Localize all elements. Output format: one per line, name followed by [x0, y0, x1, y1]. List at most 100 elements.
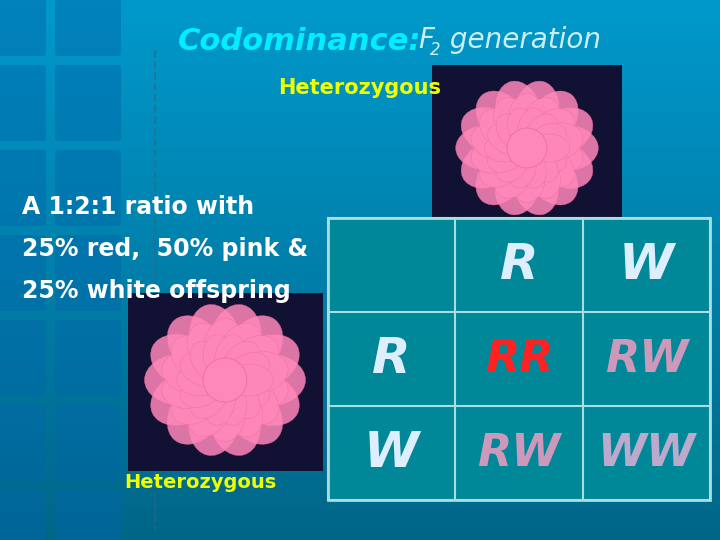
Ellipse shape — [215, 335, 247, 380]
Ellipse shape — [485, 134, 525, 162]
Ellipse shape — [227, 364, 274, 396]
Ellipse shape — [228, 354, 305, 406]
Ellipse shape — [528, 141, 567, 172]
Bar — [328, 218, 710, 500]
Text: Heterozygous: Heterozygous — [279, 78, 441, 98]
Ellipse shape — [526, 109, 575, 153]
Ellipse shape — [167, 376, 230, 444]
Text: F: F — [418, 26, 434, 54]
Ellipse shape — [524, 114, 558, 150]
Ellipse shape — [190, 377, 228, 418]
Ellipse shape — [471, 123, 525, 161]
Ellipse shape — [220, 376, 283, 444]
Ellipse shape — [508, 148, 546, 202]
Ellipse shape — [494, 147, 535, 198]
Text: 25% red,  50% pink &: 25% red, 50% pink & — [22, 237, 308, 261]
Ellipse shape — [203, 380, 235, 426]
Ellipse shape — [487, 141, 526, 172]
Ellipse shape — [203, 335, 235, 380]
Ellipse shape — [220, 316, 283, 384]
FancyBboxPatch shape — [55, 490, 121, 540]
Ellipse shape — [162, 352, 222, 395]
Ellipse shape — [181, 353, 224, 387]
Ellipse shape — [508, 148, 536, 188]
Ellipse shape — [476, 91, 532, 152]
Ellipse shape — [508, 108, 536, 148]
Ellipse shape — [222, 341, 260, 382]
Ellipse shape — [207, 305, 261, 381]
Ellipse shape — [150, 368, 224, 426]
FancyBboxPatch shape — [0, 405, 46, 481]
Ellipse shape — [476, 144, 532, 205]
Ellipse shape — [518, 148, 546, 188]
Ellipse shape — [529, 134, 570, 162]
FancyBboxPatch shape — [55, 235, 121, 311]
Ellipse shape — [511, 81, 559, 148]
Ellipse shape — [207, 380, 261, 456]
FancyBboxPatch shape — [55, 150, 121, 226]
Ellipse shape — [145, 354, 222, 406]
FancyBboxPatch shape — [0, 150, 46, 226]
Ellipse shape — [181, 373, 224, 407]
Ellipse shape — [226, 373, 269, 407]
Ellipse shape — [508, 93, 546, 148]
FancyBboxPatch shape — [0, 235, 46, 311]
Text: 2: 2 — [430, 41, 441, 59]
Ellipse shape — [519, 98, 560, 149]
Circle shape — [203, 358, 247, 402]
Ellipse shape — [528, 107, 593, 159]
Ellipse shape — [224, 335, 279, 386]
Ellipse shape — [528, 124, 567, 154]
Ellipse shape — [519, 147, 560, 198]
Text: generation: generation — [441, 26, 601, 54]
Ellipse shape — [228, 352, 288, 395]
Ellipse shape — [224, 374, 279, 424]
FancyBboxPatch shape — [55, 405, 121, 481]
Text: RW: RW — [605, 338, 688, 381]
Ellipse shape — [189, 305, 243, 381]
Ellipse shape — [204, 319, 246, 380]
Text: Heterozygous: Heterozygous — [124, 474, 276, 492]
Ellipse shape — [461, 107, 526, 159]
Ellipse shape — [456, 125, 524, 171]
Text: A 1:2:1 ratio with: A 1:2:1 ratio with — [22, 195, 254, 219]
Ellipse shape — [494, 98, 535, 149]
FancyBboxPatch shape — [55, 65, 121, 141]
Ellipse shape — [217, 323, 263, 381]
Ellipse shape — [228, 365, 288, 408]
FancyBboxPatch shape — [0, 0, 46, 56]
Ellipse shape — [522, 91, 578, 152]
Ellipse shape — [495, 81, 543, 148]
Ellipse shape — [522, 144, 578, 205]
Ellipse shape — [526, 143, 575, 187]
Ellipse shape — [162, 365, 222, 408]
Text: RW: RW — [477, 431, 561, 475]
Bar — [128, 293, 323, 471]
Bar — [432, 65, 622, 220]
Ellipse shape — [496, 146, 530, 182]
Ellipse shape — [215, 380, 247, 426]
Ellipse shape — [511, 147, 559, 215]
Text: R: R — [500, 241, 539, 289]
Ellipse shape — [187, 379, 233, 437]
Ellipse shape — [222, 377, 260, 418]
FancyBboxPatch shape — [0, 65, 46, 141]
FancyBboxPatch shape — [0, 320, 46, 396]
FancyBboxPatch shape — [55, 0, 121, 56]
Ellipse shape — [176, 364, 223, 396]
Ellipse shape — [487, 124, 526, 154]
Text: W: W — [618, 241, 674, 289]
Circle shape — [507, 128, 547, 168]
Ellipse shape — [480, 143, 528, 187]
Text: RR: RR — [485, 338, 553, 381]
Ellipse shape — [528, 137, 593, 188]
Ellipse shape — [524, 146, 558, 182]
Ellipse shape — [471, 135, 525, 173]
Text: 25% white offspring: 25% white offspring — [22, 279, 291, 303]
Ellipse shape — [226, 368, 300, 426]
Ellipse shape — [150, 334, 224, 392]
Ellipse shape — [226, 334, 300, 392]
Text: WW: WW — [597, 431, 696, 475]
Ellipse shape — [204, 380, 246, 442]
Ellipse shape — [187, 323, 233, 381]
